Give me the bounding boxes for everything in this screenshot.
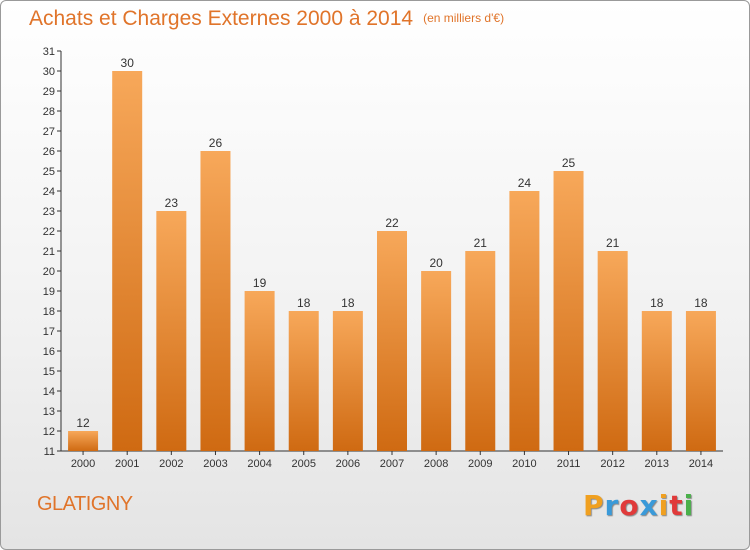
- x-tick-label: 2014: [689, 458, 713, 470]
- y-tick-label: 31: [43, 46, 55, 58]
- bar-2003: [200, 151, 231, 451]
- x-tick-label: 2011: [557, 458, 581, 470]
- x-tick-label: 2003: [203, 458, 227, 470]
- x-tick-label: 2010: [512, 458, 536, 470]
- y-tick-label: 15: [43, 366, 55, 378]
- logo-letter: r: [604, 489, 620, 522]
- bar-2006: [332, 311, 363, 451]
- y-tick-label: 18: [43, 306, 55, 318]
- x-tick-label: 2000: [71, 458, 95, 470]
- y-tick-label: 14: [43, 386, 55, 398]
- bar-2012: [597, 251, 628, 451]
- data-label-2000: 12: [76, 416, 90, 430]
- x-tick-label: 2001: [115, 458, 139, 470]
- y-tick-label: 20: [43, 266, 55, 278]
- x-tick-label: 2006: [336, 458, 360, 470]
- data-label-2012: 21: [606, 236, 620, 250]
- data-label-2003: 26: [209, 136, 223, 150]
- y-tick-label: 19: [43, 286, 55, 298]
- y-tick-label: 21: [43, 246, 55, 258]
- bar-2013: [641, 311, 672, 451]
- bar-2004: [244, 291, 275, 451]
- data-label-2006: 18: [341, 296, 355, 310]
- y-tick-label: 22: [43, 226, 55, 238]
- y-tick-label: 25: [43, 166, 55, 178]
- bar-2002: [156, 211, 187, 451]
- x-tick-label: 2008: [424, 458, 448, 470]
- chart-unit: (en milliers d'€): [423, 11, 505, 25]
- chart-bars: 12 30 23 26 19 18 18 22 20 21 24 25 21 18 18: [68, 56, 716, 451]
- bar-2014: [685, 311, 716, 451]
- y-tick-label: 23: [43, 206, 55, 218]
- x-tick-label: 2013: [645, 458, 669, 470]
- data-label-2001: 30: [121, 56, 135, 70]
- commune-name: GLATIGNY: [37, 493, 133, 515]
- y-tick-label: 26: [43, 146, 55, 158]
- bar-2010: [509, 191, 540, 451]
- y-tick-label: 27: [43, 126, 55, 138]
- y-tick-label: 30: [43, 66, 55, 78]
- y-tick-label: 17: [43, 326, 55, 338]
- chart-title-text: Achats et Charges Externes 2000 à 2014: [29, 7, 414, 30]
- data-label-2011: 25: [562, 156, 576, 170]
- data-label-2004: 19: [253, 276, 267, 290]
- logo-letter: x: [639, 489, 659, 522]
- y-tick-label: 11: [44, 446, 55, 458]
- y-tick-label: 29: [43, 86, 55, 98]
- y-tick-label: 13: [43, 406, 55, 418]
- data-label-2014: 18: [694, 296, 708, 310]
- y-tick-label: 28: [43, 106, 55, 118]
- x-tick-label: 2007: [380, 458, 404, 470]
- bar-2005: [288, 311, 319, 451]
- logo-letter: i: [683, 489, 695, 522]
- x-tick-label: 2012: [600, 458, 624, 470]
- proxiti-logo[interactable]: Proxiti: [583, 489, 694, 522]
- bar-2009: [465, 251, 496, 451]
- data-label-2007: 22: [385, 216, 399, 230]
- data-label-2010: 24: [518, 176, 532, 190]
- chart-title: Achats et Charges Externes 2000 à 2014 (e…: [29, 7, 504, 31]
- logo-letter: o: [619, 489, 640, 522]
- bar-2000: [68, 431, 99, 451]
- data-label-2002: 23: [165, 196, 179, 210]
- bar-2008: [421, 271, 452, 451]
- data-label-2013: 18: [650, 296, 664, 310]
- bar-2007: [377, 231, 407, 451]
- y-tick-label: 24: [43, 186, 55, 198]
- logo-letter: t: [669, 489, 684, 522]
- x-tick-label: 2002: [159, 458, 183, 470]
- y-tick-label: 12: [43, 426, 55, 438]
- y-tick-label: 16: [43, 346, 55, 358]
- logo-letter: i: [658, 489, 670, 522]
- data-label-2009: 21: [474, 236, 488, 250]
- logo-letter: P: [583, 489, 605, 522]
- x-tick-label: 2009: [468, 458, 492, 470]
- data-label-2008: 20: [429, 256, 443, 270]
- data-label-2005: 18: [297, 296, 311, 310]
- bar-2001: [112, 71, 143, 451]
- bar-2011: [553, 171, 584, 451]
- x-tick-label: 2005: [291, 458, 315, 470]
- x-tick-label: 2004: [247, 458, 271, 470]
